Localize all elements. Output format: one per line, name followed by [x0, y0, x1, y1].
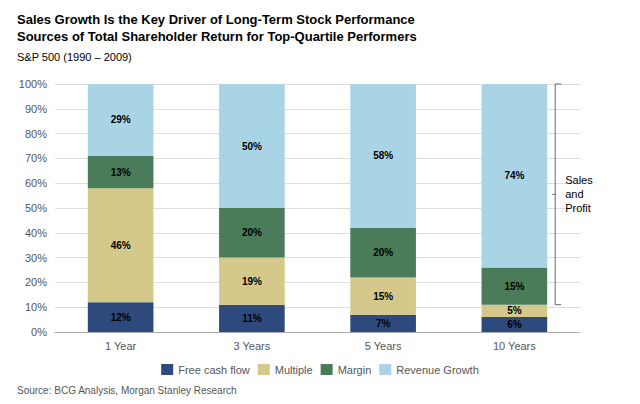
svg-text:Source: BCG Analysis, Morgan S: Source: BCG Analysis, Morgan Stanley Res…	[17, 385, 237, 396]
svg-text:70%: 70%	[25, 152, 47, 164]
svg-text:5%: 5%	[507, 305, 522, 316]
svg-text:Margin: Margin	[338, 364, 372, 376]
svg-text:60%: 60%	[25, 177, 47, 189]
svg-text:10 Years: 10 Years	[493, 340, 536, 352]
svg-text:13%: 13%	[111, 167, 131, 178]
svg-text:Sales Growth Is the Key Driver: Sales Growth Is the Key Driver of Long-T…	[17, 12, 415, 27]
svg-text:20%: 20%	[373, 247, 393, 258]
svg-text:29%: 29%	[111, 114, 131, 125]
svg-text:80%: 80%	[25, 128, 47, 140]
svg-text:Multiple: Multiple	[275, 364, 313, 376]
svg-text:3 Years: 3 Years	[234, 340, 271, 352]
svg-text:Sources of Total Shareholder R: Sources of Total Shareholder Return for …	[17, 29, 417, 44]
svg-text:50%: 50%	[242, 141, 262, 152]
svg-text:Sales: Sales	[565, 174, 593, 186]
svg-text:1 Year: 1 Year	[105, 340, 137, 352]
svg-text:Revenue Growth: Revenue Growth	[396, 364, 479, 376]
svg-text:Free cash flow: Free cash flow	[178, 364, 250, 376]
svg-text:6%: 6%	[507, 319, 522, 330]
svg-text:40%: 40%	[25, 227, 47, 239]
svg-text:19%: 19%	[242, 276, 262, 287]
svg-text:30%: 30%	[25, 252, 47, 264]
svg-text:12%: 12%	[111, 312, 131, 323]
svg-text:58%: 58%	[373, 150, 393, 161]
svg-text:and: and	[565, 188, 583, 200]
svg-text:20%: 20%	[242, 227, 262, 238]
svg-text:15%: 15%	[504, 281, 524, 292]
svg-text:90%: 90%	[25, 103, 47, 115]
svg-text:15%: 15%	[373, 291, 393, 302]
svg-text:20%: 20%	[25, 276, 47, 288]
svg-text:46%: 46%	[111, 240, 131, 251]
svg-text:5 Years: 5 Years	[365, 340, 402, 352]
svg-text:11%: 11%	[242, 313, 262, 324]
svg-text:50%: 50%	[25, 202, 47, 214]
svg-text:S&P 500 (1990 – 2009): S&P 500 (1990 – 2009)	[17, 51, 132, 63]
svg-text:100%: 100%	[19, 78, 47, 90]
svg-text:10%: 10%	[25, 301, 47, 313]
svg-text:7%: 7%	[376, 318, 391, 329]
svg-text:0%: 0%	[31, 326, 47, 338]
svg-text:74%: 74%	[504, 170, 524, 181]
svg-text:Profit: Profit	[565, 202, 591, 214]
